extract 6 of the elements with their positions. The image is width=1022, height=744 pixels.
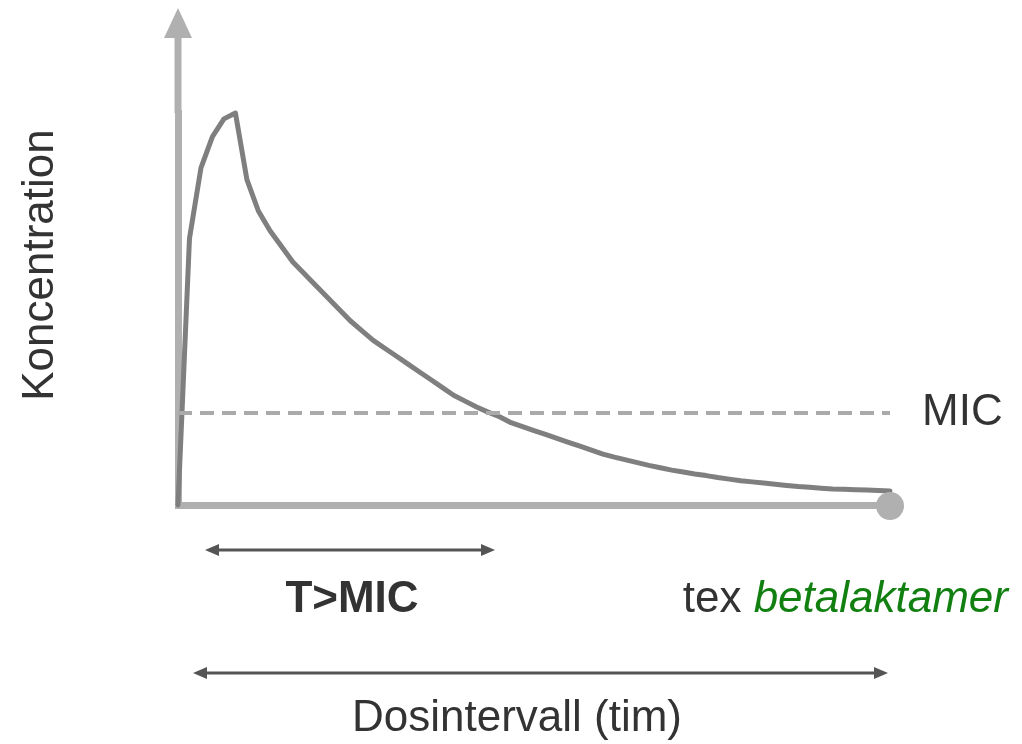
text: tex: [682, 572, 742, 621]
text: T>MIC: [285, 572, 419, 621]
ref-line-label: MIC: [922, 385, 1003, 435]
y-axis-title: Koncentration: [13, 129, 62, 401]
x-axis-title: Dosintervall (tim): [351, 691, 683, 740]
text: betalaktamer: [753, 572, 1008, 621]
